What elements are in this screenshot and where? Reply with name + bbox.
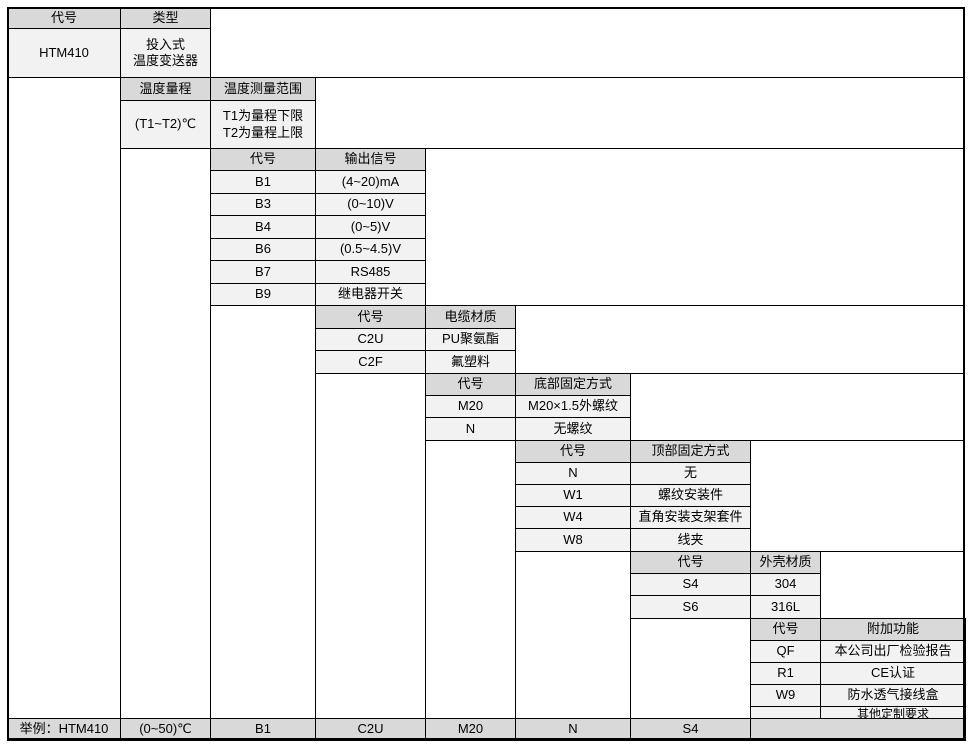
label-cell: (0~10)V (315, 192, 426, 216)
column-header: 附加功能 (820, 618, 966, 641)
block-bottom-fixing: 代号 底部固定方式 M20 M20×1.5外螺纹 N 无螺纹 (425, 373, 631, 441)
example-extra (750, 718, 966, 741)
label-cell: RS485 (315, 260, 426, 284)
separator-line (210, 305, 965, 306)
label-cell: 直角安装支架套件 (630, 506, 751, 529)
column-header: 代号 (425, 373, 516, 396)
label-cell: 线夹 (630, 528, 751, 552)
label-cell: 304 (750, 573, 821, 596)
column-header: 代号 (315, 305, 426, 329)
label-cell: (0.5~4.5)V (315, 237, 426, 261)
block-shell-material: 代号 外壳材质 S4 304 S6 316L (630, 551, 821, 619)
label-cell: 防水透气接线盒 (820, 684, 966, 707)
block-model: 代号 类型 HTM410 投入式 温度变送器 (7, 7, 211, 78)
label-cell: T1为量程下限 T2为量程上限 (210, 100, 316, 149)
code-cell: W9 (750, 684, 821, 707)
column-header: 外壳材质 (750, 551, 821, 574)
column-header: 输出信号 (315, 148, 426, 171)
column-header: 代号 (7, 7, 121, 29)
code-cell: M20 (425, 395, 516, 418)
code-cell: B6 (210, 237, 316, 261)
code-cell: C2U (315, 328, 426, 351)
column-header: 代号 (630, 551, 751, 574)
column-header: 代号 (515, 440, 631, 463)
block-cable-material: 代号 电缆材质 C2U PU聚氨酯 C2F 氟塑料 (315, 305, 516, 374)
column-line (315, 77, 316, 740)
column-line (425, 148, 426, 740)
column-header: 温度量程 (120, 77, 211, 101)
label-cell: 本公司出厂检验报告 (820, 640, 966, 663)
label-cell: 316L (750, 595, 821, 619)
example-bottom-fix: M20 (425, 718, 516, 741)
code-cell: S4 (630, 573, 751, 596)
code-cell: B3 (210, 192, 316, 216)
column-header: 代号 (210, 148, 316, 171)
label-cell: (4~20)mA (315, 170, 426, 194)
example-shell: S4 (630, 718, 751, 741)
separator-line (315, 373, 965, 374)
column-header: 代号 (750, 618, 821, 641)
code-cell: W8 (515, 528, 631, 552)
code-cell: R1 (750, 662, 821, 685)
label-cell: M20×1.5外螺纹 (515, 395, 631, 418)
label-cell: 投入式 温度变送器 (120, 28, 211, 78)
code-cell: HTM410 (7, 28, 121, 78)
code-cell: B9 (210, 282, 316, 306)
block-output-signal: 代号 输出信号 B1 (4~20)mA B3 (0~10)V B4 (0~5)V… (210, 148, 426, 306)
code-cell: B4 (210, 215, 316, 239)
label-cell: 继电器开关 (315, 282, 426, 306)
column-line (120, 7, 121, 740)
code-cell: W4 (515, 506, 631, 529)
code-cell: (T1~T2)℃ (120, 100, 211, 149)
example-temp: (0~50)℃ (120, 718, 211, 741)
separator-line (7, 77, 965, 78)
example-output: B1 (210, 718, 316, 741)
column-header: 电缆材质 (425, 305, 516, 329)
example-cable: C2U (315, 718, 426, 741)
block-additional-function: 代号 附加功能 QF 本公司出厂检验报告 R1 CE认证 W9 防水透气接线盒 … (750, 618, 966, 723)
code-cell: N (515, 462, 631, 485)
block-temperature-range: 温度量程 温度测量范围 (T1~T2)℃ T1为量程下限 T2为量程上限 (120, 77, 316, 149)
column-header: 温度测量范围 (210, 77, 316, 101)
column-header: 顶部固定方式 (630, 440, 751, 463)
code-cell: W1 (515, 484, 631, 507)
label-cell: 无 (630, 462, 751, 485)
example-top-fix: N (515, 718, 631, 741)
code-cell: S6 (630, 595, 751, 619)
label-cell: 无螺纹 (515, 417, 631, 441)
label-cell: (0~5)V (315, 215, 426, 239)
column-line (210, 7, 211, 740)
code-cell: C2F (315, 350, 426, 374)
table-outer-border (7, 7, 965, 740)
block-top-fixing: 代号 顶部固定方式 N 无 W1 螺纹安装件 W4 直角安装支架套件 W8 线夹 (515, 440, 751, 552)
code-cell: N (425, 417, 516, 441)
separator-line (120, 148, 965, 149)
code-cell: QF (750, 640, 821, 663)
